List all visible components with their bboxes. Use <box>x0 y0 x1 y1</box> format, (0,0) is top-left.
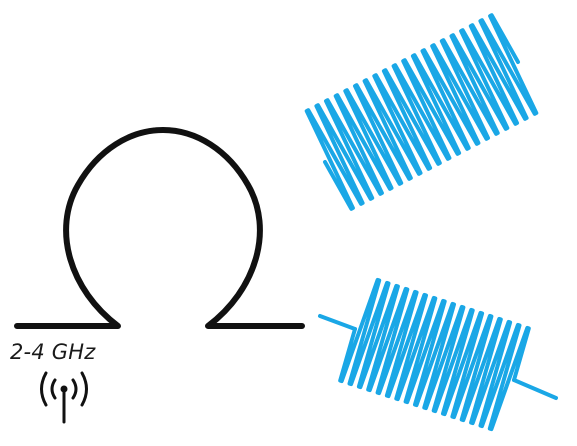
helix-lead-left <box>318 314 357 331</box>
helix-coil-bottom <box>338 277 531 432</box>
helix-lead-right <box>512 378 558 400</box>
frequency-label: 2-4 GHz <box>10 340 96 364</box>
antenna-signal-icon <box>40 371 88 424</box>
helix-coil-top <box>304 13 539 211</box>
omega-loop <box>14 127 305 329</box>
